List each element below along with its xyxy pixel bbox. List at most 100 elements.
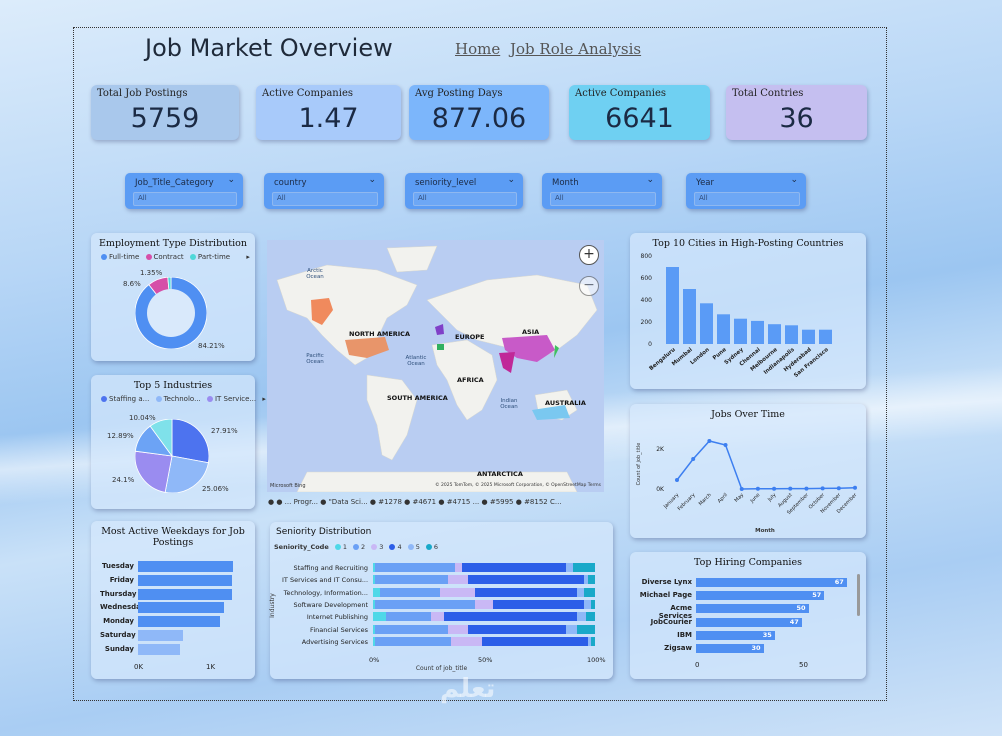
pie-slice[interactable] [149,419,173,458]
stacked-segment [461,563,567,572]
legend-next-icon[interactable]: ▸ [262,395,266,403]
country-highlight [437,344,444,350]
y-tick: 0K [656,486,665,493]
slicer-month[interactable]: Month ⌄ All [542,173,662,209]
city-bar[interactable] [683,289,696,344]
x-tick: May [734,492,746,504]
pie-chart [135,419,209,493]
data-point[interactable] [820,486,825,491]
slicer-seniority-level[interactable]: seniority_level ⌄ All [405,173,523,209]
stacked-segment [455,563,462,572]
kpi-label: Active Companies [575,88,666,99]
company-bar: 57 [696,591,825,601]
series-line [676,440,856,490]
data-point[interactable] [707,439,712,443]
data-point[interactable] [772,486,777,491]
city-label: London [689,347,710,366]
card-title: Top 10 Cities in High-Posting Countries [652,238,844,249]
stacked-segment [373,575,376,585]
legend-label: 1 [342,543,347,551]
company-bar: 47 [696,617,802,627]
industry-label: Staffing and Recruiting [293,564,368,572]
south-america-land [366,374,418,461]
nav-job-role-analysis-link[interactable]: Job Role Analysis [510,40,642,58]
chevron-down-icon[interactable]: ⌄ [790,175,798,185]
card-title: Employment Type Distribution [99,238,247,249]
weekday-label: Thursday [100,589,137,598]
data-point[interactable] [739,487,744,491]
data-point[interactable] [788,486,793,491]
slicer-label: Job_Title_Category [135,178,214,188]
slicer-dropdown[interactable]: All [550,192,656,206]
city-bar[interactable] [751,320,764,344]
data-point[interactable] [853,485,857,490]
city-label: Bengaluru [648,347,676,372]
world-map[interactable]: NORTH AMERICA EUROPE ASIA AFRICA SOUTH A… [267,240,604,492]
axis-tick: 50 [799,661,808,669]
map-label-north-america: NORTH AMERICA [349,330,410,338]
data-point[interactable] [804,486,809,491]
country-usa-highlight [345,337,389,358]
chevron-down-icon[interactable]: ⌄ [368,175,376,185]
slicer-job-title-category[interactable]: Job_Title_Category ⌄ All [125,173,243,209]
chevron-down-icon[interactable]: ⌄ [507,175,515,185]
pie-slice[interactable] [164,455,209,493]
country-china-highlight [502,335,555,362]
city-bar[interactable] [700,303,713,344]
city-bar[interactable] [666,267,679,344]
slicer-dropdown[interactable]: All [133,192,237,206]
chevron-down-icon[interactable]: ⌄ [227,175,235,185]
city-bar[interactable] [785,325,798,344]
slicer-value: All [138,194,147,202]
axis-title-x: Month [755,528,775,534]
data-point[interactable] [691,457,696,461]
map-label-europe: EUROPE [455,333,485,341]
city-bar[interactable] [819,329,832,344]
city-bar[interactable] [734,318,747,344]
data-point[interactable] [836,486,841,491]
chart-legend: Staffing a... Technolo... IT Service... … [97,395,266,403]
stacked-segment [375,636,451,646]
chevron-down-icon[interactable]: ⌄ [646,175,654,185]
data-point[interactable] [675,478,679,482]
map-label-south-america: SOUTH AMERICA [387,394,448,402]
map-label-asia: ASIA [522,328,540,336]
stacked-segment [588,575,595,585]
pie-slice[interactable] [171,419,209,464]
stacked-segment [566,624,578,634]
city-bar[interactable] [717,314,730,344]
slicer-value: All [277,194,286,202]
slicer-dropdown[interactable]: All [694,192,800,206]
kpi-value: 877.06 [431,103,527,134]
scrollbar[interactable] [857,574,860,616]
city-bar[interactable] [768,324,781,344]
zoom-in-button[interactable]: + [579,245,599,265]
slicer-label: seniority_level [415,178,477,188]
stacked-segment [583,575,589,585]
slicer-country[interactable]: country ⌄ All [264,173,384,209]
kpi-label: Total Job Postings [97,88,188,99]
employment-type-card: Employment Type Distribution Full-time C… [91,233,255,361]
nav-home-link[interactable]: Home [455,40,501,58]
legend-next-icon[interactable]: ▸ [246,253,250,261]
chart-legend: Seniority_Code 1 2 3 4 5 6 [274,543,438,551]
stacked-segment [566,563,573,572]
data-point[interactable] [755,486,760,491]
city-bar[interactable] [802,329,815,344]
weekday-label: Sunday [104,644,134,653]
map-label-africa: AFRICA [457,376,484,384]
zoom-out-button[interactable]: − [579,276,599,296]
weekday-bar [138,616,220,628]
data-label: 84.21% [198,342,225,350]
legend-label: 6 [433,543,439,551]
industry-label: Advertising Services [301,637,368,646]
pie-slice[interactable] [135,450,173,493]
slicer-year[interactable]: Year ⌄ All [686,173,806,209]
slicer-dropdown[interactable]: All [413,192,517,206]
data-point[interactable] [723,443,728,447]
stacked-segment [373,563,376,572]
slicer-dropdown[interactable]: All [272,192,378,206]
card-title: Top 5 Industries [133,380,213,391]
card-title: Most Active Weekdays for Job Postings [101,526,245,548]
